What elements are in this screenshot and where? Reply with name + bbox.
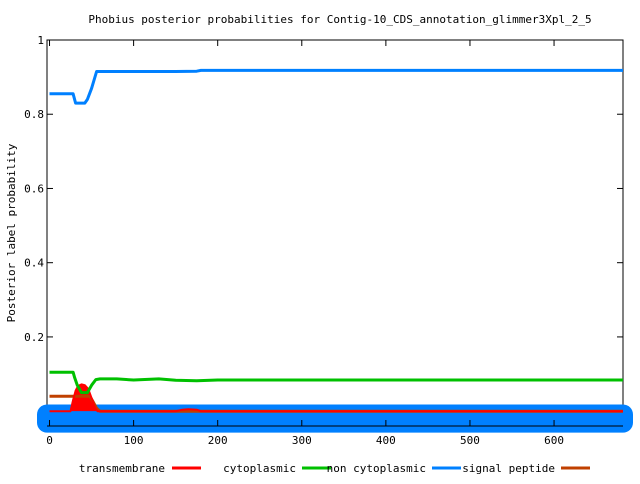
y-tick-label: 0.4 — [24, 257, 44, 270]
y-tick-label: 0.8 — [24, 108, 44, 121]
legend: transmembrane cytoplasmic non cytoplasmic s… — [79, 462, 590, 475]
y-tick-label: 0.6 — [24, 182, 44, 195]
x-tick-label: 0 — [46, 434, 53, 447]
baseline-band — [37, 404, 633, 433]
x-tick-label: 500 — [460, 434, 480, 447]
x-tick-label: 100 — [124, 434, 144, 447]
x-tick-label: 200 — [208, 434, 228, 447]
baseline-band-rect — [37, 404, 633, 433]
x-tick-label: 400 — [376, 434, 396, 447]
legend-label-non-cytoplasmic: non cytoplasmic — [327, 462, 426, 475]
y-tick-label: 1 — [37, 34, 44, 47]
plot-frame — [46, 39, 624, 427]
y-tick-label: 0.2 — [24, 331, 44, 344]
chart-title: Phobius posterior probabilities for Cont… — [88, 13, 591, 26]
x-tick-label: 300 — [292, 434, 312, 447]
series-lines — [49, 68, 623, 413]
series-line-transmembrane — [49, 383, 623, 413]
series-line-cytoplasmic — [49, 370, 623, 395]
y-axis-label: Posterior label probability — [5, 143, 18, 322]
legend-label-cytoplasmic: cytoplasmic — [223, 462, 296, 475]
legend-label-transmembrane: transmembrane — [79, 462, 165, 475]
series-line-non-cytoplasmic — [49, 68, 623, 105]
legend-label-signal-peptide: signal peptide — [462, 462, 555, 475]
x-tick-label: 600 — [544, 434, 564, 447]
plot-border — [46, 39, 624, 427]
axis-ticks: 0 100 200 300 400 500 600 0.2 0.4 0.6 0.8 1 — [24, 34, 623, 447]
